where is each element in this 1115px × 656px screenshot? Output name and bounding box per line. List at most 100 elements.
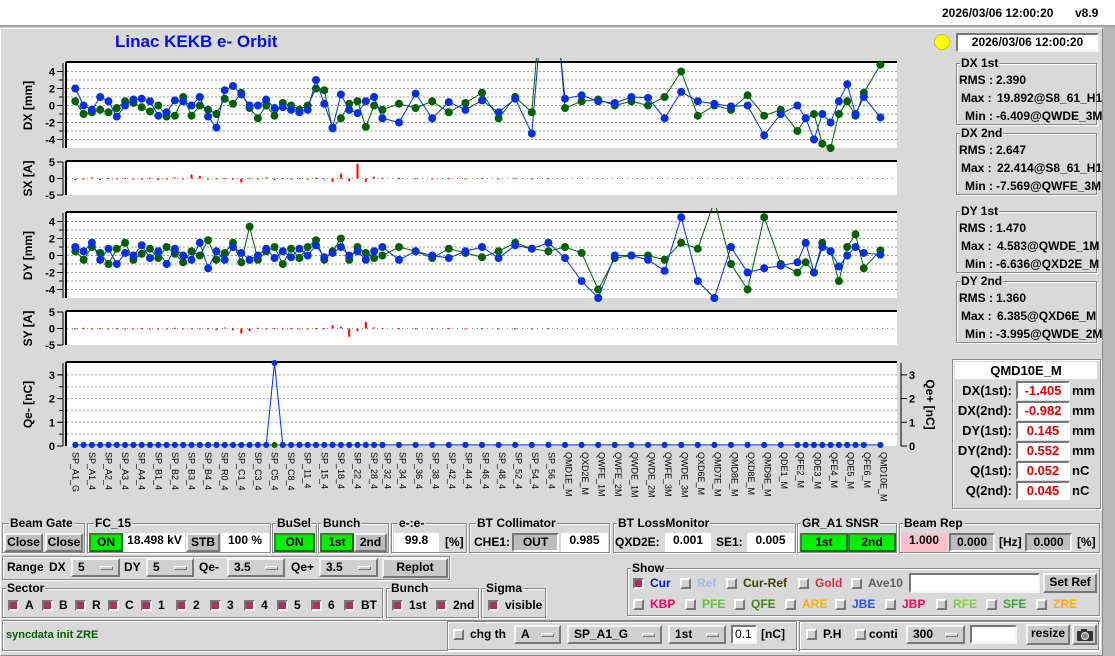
sector-checkbox[interactable]	[344, 600, 355, 611]
sector-checkbox[interactable]	[141, 600, 152, 611]
bunch-show-checkbox[interactable]	[392, 600, 403, 611]
show-sector-checkbox[interactable]	[633, 599, 644, 610]
show-sector-checkbox[interactable]	[785, 599, 796, 610]
fc15-on-button[interactable]: ON	[89, 533, 123, 552]
q-1st-point	[479, 441, 485, 448]
q-1st-point	[362, 441, 369, 448]
dropdown-icon	[174, 566, 187, 570]
chg-threshold-unit: [nC]	[761, 627, 785, 641]
range-qe-plus-select[interactable]: 3.5	[319, 558, 378, 577]
ref-input[interactable]	[909, 573, 1040, 593]
show-checkbox[interactable]	[851, 578, 862, 589]
resize-button[interactable]: resize	[1026, 624, 1070, 645]
conti-checkbox[interactable]	[855, 629, 866, 640]
q-1st-point	[429, 441, 436, 448]
sector-checkbox[interactable]	[75, 600, 86, 611]
rms-label: RMS :	[959, 143, 993, 157]
sector-checkbox[interactable]	[244, 600, 255, 611]
sx-bar	[431, 178, 434, 180]
sector-checkbox[interactable]	[108, 600, 119, 611]
monitor-row-unit: nC	[1072, 463, 1090, 478]
replot-button[interactable]: Replot	[382, 558, 448, 578]
capture-input[interactable]	[970, 625, 1017, 644]
q-1st-point	[711, 441, 718, 448]
range-dx-select[interactable]: 5	[71, 558, 120, 577]
q-1st-point	[304, 441, 311, 448]
sy-bar	[323, 328, 326, 330]
x-axis-label: QWDE_2M	[646, 452, 657, 498]
range-dy-select[interactable]: 5	[146, 558, 194, 577]
dy-2nd-point	[146, 244, 154, 253]
show-checkbox[interactable]	[680, 578, 691, 589]
count-select[interactable]: 300	[906, 625, 965, 644]
show-checkbox[interactable]	[633, 578, 644, 589]
q-1st-point	[122, 441, 129, 448]
dy-2nd-point	[727, 260, 735, 268]
sigma-checkbox[interactable]	[488, 600, 499, 611]
range-qe-minus-select[interactable]: 3.5	[227, 558, 285, 577]
snsr-2nd-button[interactable]: 2nd	[848, 533, 896, 552]
dx-2nd-point	[428, 97, 437, 106]
sector-checkbox[interactable]	[210, 600, 221, 611]
show-group: Show	[627, 561, 1100, 616]
sector-checkbox[interactable]	[8, 600, 19, 611]
snsr-1st-button[interactable]: 1st	[800, 533, 848, 552]
bunch-show-checkbox[interactable]	[436, 600, 447, 611]
charge-threshold-group	[447, 621, 797, 650]
chg-threshold-input[interactable]: 0.1	[731, 625, 757, 644]
sector-checkbox[interactable]	[176, 600, 187, 611]
dy-1st-point	[511, 241, 520, 250]
show-sector-checkbox[interactable]	[734, 599, 745, 610]
x-axis-label: SP_42_4	[447, 452, 458, 490]
sy-bar	[107, 328, 110, 330]
dy-2nd-point	[577, 248, 586, 257]
stats-group: DY 1st	[956, 204, 1097, 273]
show-sector-checkbox[interactable]	[936, 599, 947, 610]
show-sector-checkbox[interactable]	[685, 599, 696, 610]
show-label: Cur	[650, 576, 671, 590]
chg-sector-select[interactable]: A	[514, 625, 561, 644]
dx-y-tick-label: 0	[49, 101, 55, 113]
show-checkbox[interactable]	[798, 578, 809, 589]
dx-1st-point	[353, 109, 362, 118]
sx-bar	[530, 178, 533, 180]
ph-checkbox[interactable]	[806, 629, 817, 640]
sector-checkbox[interactable]	[42, 600, 53, 611]
chg-bunch-select[interactable]: 1st	[668, 625, 726, 644]
show-checkbox[interactable]	[726, 578, 737, 589]
sector-checkbox[interactable]	[311, 600, 322, 611]
dy-2nd-point	[112, 244, 121, 253]
bunch-2nd-button[interactable]: 2nd	[354, 533, 387, 552]
dy-2nd-point	[843, 243, 852, 251]
show-sector-checkbox[interactable]	[1036, 599, 1047, 610]
q-1st-point	[138, 441, 145, 448]
beam-gate-close-button-1[interactable]: Close	[4, 533, 43, 552]
set-ref-button[interactable]: Set Ref	[1043, 573, 1097, 593]
chg-monitor-select[interactable]: SP_A1_G	[567, 625, 662, 644]
sx-bar	[381, 177, 384, 179]
max-value: 4.583@QWDE_1M	[997, 239, 1100, 253]
busel-on-button[interactable]: ON	[274, 533, 315, 552]
show-sector-checkbox[interactable]	[986, 599, 997, 610]
bunch-select-group: Bunch	[318, 516, 389, 553]
x-axis-label: SP_54_4	[530, 452, 541, 490]
show-sector-checkbox[interactable]	[835, 599, 846, 610]
dx-y-tick-label: 4	[49, 67, 56, 79]
bunch-1st-button[interactable]: 1st	[320, 533, 354, 552]
show-sector-checkbox[interactable]	[885, 599, 896, 610]
sy-bar	[124, 328, 127, 330]
dy-2nd-point	[444, 244, 453, 253]
fc15-stb-button[interactable]: STB	[186, 533, 220, 552]
monitor-row-unit: nC	[1072, 483, 1090, 498]
dropdown-icon	[541, 633, 554, 637]
camera-button[interactable]	[1072, 624, 1097, 645]
monitor-row-unit: mm	[1072, 423, 1096, 438]
dx-1st-point	[170, 96, 179, 105]
chg-th-checkbox[interactable]	[453, 629, 464, 640]
sector-checkbox[interactable]	[277, 600, 288, 611]
q-1st-point	[396, 441, 402, 448]
dy-2nd-point	[195, 251, 204, 260]
sector-label: 4	[261, 598, 268, 612]
status-message: syncdata init ZRE	[6, 629, 99, 641]
beam-gate-close-button-2[interactable]: Close	[45, 533, 83, 552]
